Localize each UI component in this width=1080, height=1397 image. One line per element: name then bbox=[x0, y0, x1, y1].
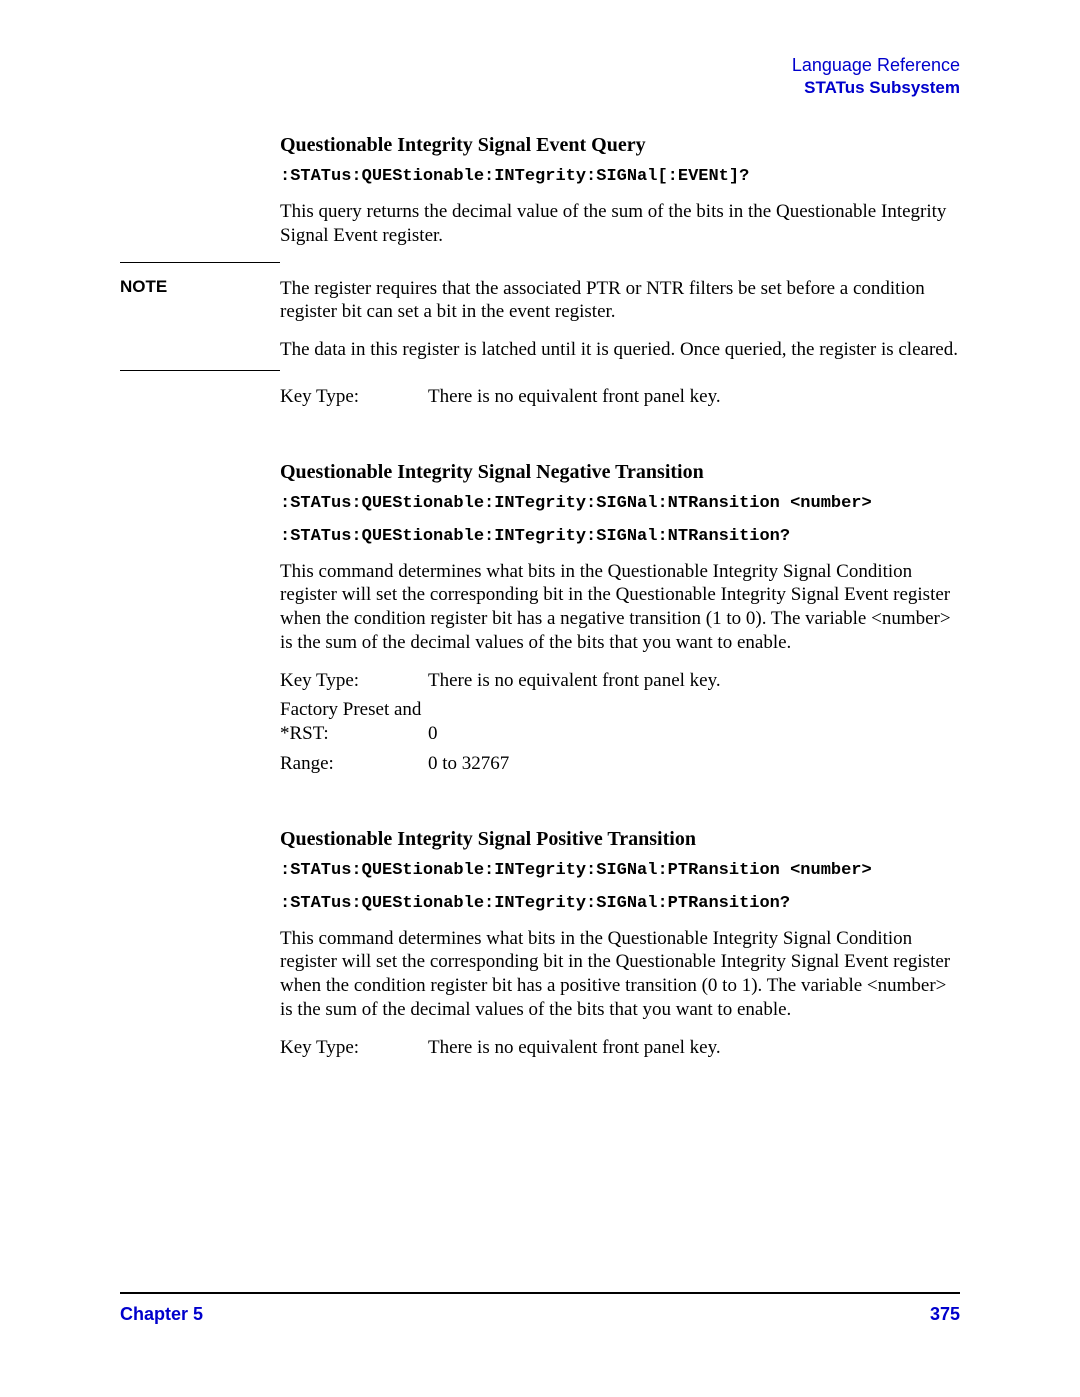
page-footer: Chapter 5 375 bbox=[120, 1292, 960, 1325]
section-positive-transition: Questionable Integrity Signal Positive T… bbox=[280, 828, 960, 1060]
range-row: Range: 0 to 32767 bbox=[280, 752, 960, 776]
kv-value: 0 to 32767 bbox=[428, 752, 960, 776]
note-label: NOTE bbox=[120, 263, 280, 297]
kv-value: 0 bbox=[428, 722, 960, 746]
header-subsystem: STATus Subsystem bbox=[120, 78, 960, 98]
footer-chapter: Chapter 5 bbox=[120, 1304, 203, 1325]
section-event-query: Questionable Integrity Signal Event Quer… bbox=[280, 134, 960, 409]
note-paragraph: The register requires that the associate… bbox=[280, 263, 960, 333]
section-heading: Questionable Integrity Signal Positive T… bbox=[280, 828, 960, 851]
section-intro: This command determines what bits in the… bbox=[280, 560, 960, 655]
note-block: NOTE The register requires that the asso… bbox=[120, 262, 960, 371]
section-intro: This query returns the decimal value of … bbox=[280, 200, 960, 248]
scpi-command: :STATus:QUEStionable:INTegrity:SIGNal:NT… bbox=[280, 494, 960, 513]
scpi-command: :STATus:QUEStionable:INTegrity:SIGNal[:E… bbox=[280, 167, 960, 186]
note-paragraph: The data in this register is latched unt… bbox=[280, 332, 960, 370]
page-header: Language Reference STATus Subsystem bbox=[120, 55, 960, 98]
section-intro: This command determines what bits in the… bbox=[280, 927, 960, 1022]
scpi-command: :STATus:QUEStionable:INTegrity:SIGNal:PT… bbox=[280, 861, 960, 880]
kv-label: Key Type: bbox=[280, 1036, 428, 1060]
factory-preset-row: Factory Preset and *RST: 0 bbox=[280, 698, 960, 746]
footer-page-number: 375 bbox=[930, 1304, 960, 1325]
page: Language Reference STATus Subsystem Ques… bbox=[120, 55, 960, 1065]
scpi-query: :STATus:QUEStionable:INTegrity:SIGNal:PT… bbox=[280, 894, 960, 913]
section-negative-transition: Questionable Integrity Signal Negative T… bbox=[280, 461, 960, 776]
kv-label: Key Type: bbox=[280, 385, 428, 409]
section-heading: Questionable Integrity Signal Event Quer… bbox=[280, 134, 960, 157]
kv-value: There is no equivalent front panel key. bbox=[428, 1036, 960, 1060]
kv-value: There is no equivalent front panel key. bbox=[428, 669, 960, 693]
scpi-query: :STATus:QUEStionable:INTegrity:SIGNal:NT… bbox=[280, 527, 960, 546]
key-type-row: Key Type: There is no equivalent front p… bbox=[280, 669, 960, 693]
kv-label: Factory Preset and *RST: bbox=[280, 698, 428, 746]
kv-value: There is no equivalent front panel key. bbox=[428, 385, 960, 409]
kv-label: Key Type: bbox=[280, 669, 428, 693]
key-type-row: Key Type: There is no equivalent front p… bbox=[280, 385, 960, 409]
kv-label: Range: bbox=[280, 752, 428, 776]
section-heading: Questionable Integrity Signal Negative T… bbox=[280, 461, 960, 484]
header-breadcrumb: Language Reference bbox=[120, 55, 960, 76]
key-type-row: Key Type: There is no equivalent front p… bbox=[280, 1036, 960, 1060]
